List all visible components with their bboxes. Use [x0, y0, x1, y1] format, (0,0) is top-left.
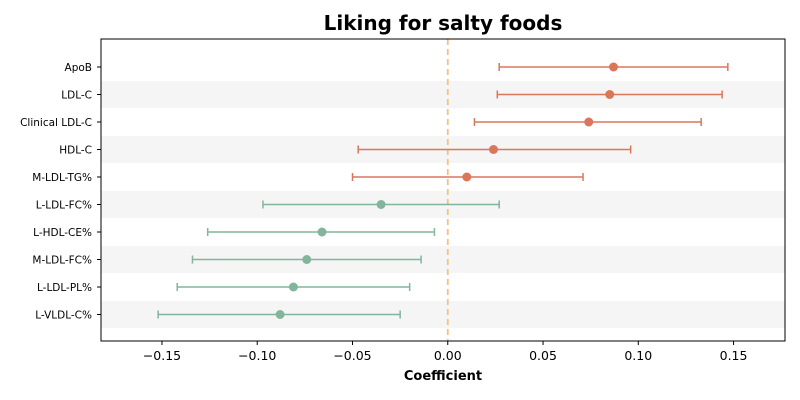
- forest-row: [351, 172, 584, 182]
- x-axis-label: Coefficient: [404, 369, 482, 384]
- forest-row: [473, 117, 702, 127]
- x-tick-label: 0.15: [720, 348, 748, 363]
- point-estimate: [584, 117, 594, 127]
- y-tick-label: Clinical LDL-C: [20, 117, 92, 129]
- x-axis: −0.15 −0.10 −0.05 0.00 0.05 0.10 0.15: [143, 341, 748, 363]
- y-tick-label: L-HDL-CE%: [33, 227, 92, 239]
- point-estimate: [302, 255, 312, 264]
- point-estimate: [275, 310, 285, 319]
- y-tick-label: M-LDL-TG%: [32, 172, 92, 184]
- forest-row: [357, 145, 632, 154]
- y-tick-label: HDL-C: [59, 145, 92, 157]
- x-tick-label: −0.10: [238, 348, 276, 363]
- y-tick-label: L-LDL-PL%: [37, 282, 92, 294]
- forest-row: [498, 62, 729, 72]
- point-estimate: [317, 227, 327, 237]
- forest-row: [206, 227, 436, 237]
- x-tick-label: 0.10: [624, 348, 652, 363]
- x-tick-label: −0.05: [333, 348, 371, 363]
- y-tick-label: ApoB: [65, 62, 92, 74]
- y-tick-label: L-LDL-FC%: [36, 200, 92, 212]
- point-estimate: [488, 145, 498, 154]
- y-tick-label: L-VLDL-C%: [35, 310, 92, 322]
- data-rows: [157, 62, 729, 319]
- x-tick-label: −0.15: [143, 348, 181, 363]
- x-tick-label: 0.00: [434, 348, 462, 363]
- point-estimate: [605, 90, 615, 99]
- forest-row: [176, 282, 411, 292]
- point-estimate: [462, 172, 472, 182]
- y-tick-label: M-LDL-FC%: [32, 255, 92, 267]
- x-tick-label: 0.05: [529, 348, 557, 363]
- forest-row: [496, 90, 723, 99]
- y-axis: ApoB LDL-C Clinical LDL-C HDL-C M-LDL-TG% L-L…: [20, 62, 101, 322]
- plot-frame: [100, 38, 786, 342]
- point-estimate: [376, 200, 386, 209]
- point-estimate: [288, 282, 298, 292]
- forest-row: [157, 310, 401, 319]
- forest-row: [262, 200, 500, 209]
- chart-title: Liking for salty foods: [324, 11, 563, 35]
- y-tick-label: LDL-C: [61, 90, 92, 102]
- forest-row: [191, 255, 422, 264]
- point-estimate: [609, 62, 619, 72]
